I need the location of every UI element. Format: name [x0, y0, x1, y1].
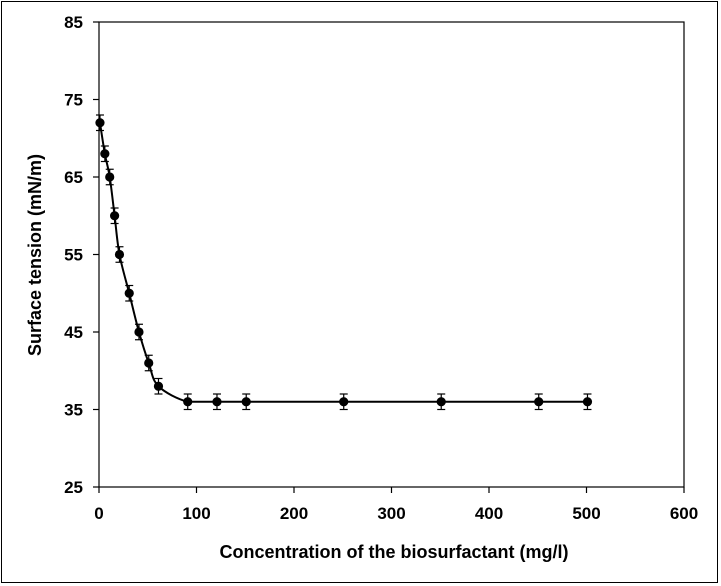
data-point — [436, 397, 446, 407]
x-axis-title: Concentration of the biosurfactant (mg/l… — [220, 542, 569, 562]
y-tick-label: 25 — [64, 478, 83, 497]
data-point — [134, 327, 144, 337]
y-axis: 25 35 45 55 65 75 85 — [64, 13, 99, 497]
data-point — [339, 397, 349, 407]
series-curve — [98, 122, 588, 403]
data-point — [144, 358, 154, 368]
data-point — [582, 397, 593, 407]
data-point — [241, 397, 251, 407]
data-point — [114, 249, 125, 260]
data-point — [124, 288, 134, 298]
data-point — [212, 397, 222, 407]
plot-border — [98, 21, 685, 488]
x-axis: 0 100 200 300 400 500 600 — [94, 487, 698, 523]
x-tick-label: 100 — [182, 504, 210, 523]
x-tick-label: 300 — [377, 504, 405, 523]
plot-area — [98, 21, 685, 488]
series-line — [98, 122, 588, 403]
x-tick-label: 500 — [572, 504, 600, 523]
data-point — [105, 172, 115, 182]
y-tick-label: 35 — [64, 401, 83, 420]
y-tick-label: 65 — [64, 168, 83, 187]
data-point — [110, 211, 120, 221]
x-tick-label: 0 — [94, 504, 103, 523]
y-tick-label: 85 — [64, 13, 83, 32]
error-bars — [95, 114, 592, 411]
data-point — [100, 149, 110, 159]
y-tick-label: 55 — [64, 246, 83, 265]
data-point — [153, 381, 164, 391]
data-point — [183, 397, 193, 407]
y-tick-label: 75 — [64, 91, 83, 110]
data-point — [534, 397, 544, 407]
x-tick-label: 600 — [670, 504, 698, 523]
data-point — [95, 118, 105, 128]
y-tick-label: 45 — [64, 323, 83, 342]
data-points — [95, 118, 593, 407]
x-tick-label: 200 — [280, 504, 308, 523]
x-tick-label: 400 — [475, 504, 503, 523]
y-axis-title: Surface tension (mN/m) — [25, 154, 45, 356]
